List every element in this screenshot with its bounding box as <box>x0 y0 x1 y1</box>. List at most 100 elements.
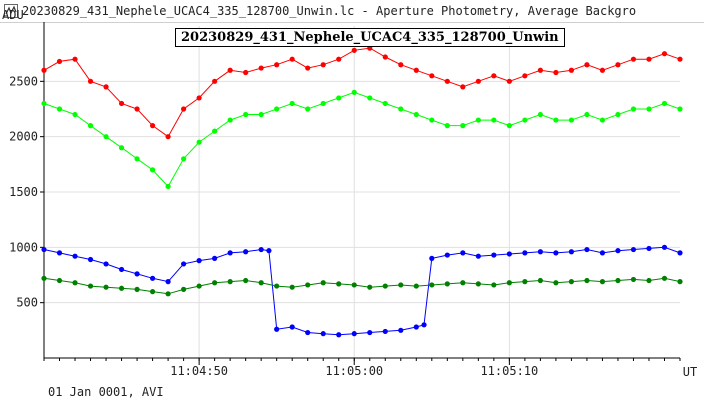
data-point <box>491 73 497 79</box>
y-tick-label: 2000 <box>9 130 38 144</box>
data-point <box>630 276 637 283</box>
data-point <box>506 123 512 129</box>
data-point <box>568 117 575 123</box>
data-point <box>553 69 559 76</box>
data-point <box>165 134 171 140</box>
data-point <box>56 250 63 256</box>
data-point <box>398 106 404 112</box>
data-point <box>336 56 342 62</box>
data-point <box>87 256 94 263</box>
data-point <box>243 111 249 118</box>
data-point <box>537 67 543 73</box>
data-point <box>149 275 156 281</box>
data-point <box>212 255 218 261</box>
data-point <box>266 248 272 254</box>
data-point <box>165 279 171 285</box>
data-point <box>506 251 512 257</box>
data-point <box>336 95 342 101</box>
data-point <box>56 58 63 65</box>
series-line <box>43 47 681 138</box>
data-point <box>181 261 187 267</box>
data-point <box>258 65 264 71</box>
data-point <box>118 145 125 151</box>
y-tick-label: 500 <box>16 296 38 310</box>
data-point <box>274 326 280 332</box>
data-point <box>212 128 218 134</box>
data-point <box>351 47 357 53</box>
data-point <box>444 123 450 129</box>
data-point <box>118 285 125 291</box>
data-point <box>491 117 497 123</box>
data-point <box>506 78 512 84</box>
data-point <box>305 65 311 71</box>
y-tick-label: 2500 <box>9 74 38 88</box>
data-point <box>599 117 606 123</box>
data-point <box>41 67 47 73</box>
data-point <box>149 289 156 295</box>
data-point <box>165 183 171 190</box>
data-point <box>413 324 419 330</box>
data-point <box>196 95 202 101</box>
data-point <box>460 123 466 129</box>
data-point <box>646 245 652 252</box>
data-point <box>429 255 435 261</box>
data-point <box>429 73 435 79</box>
data-point <box>134 286 140 292</box>
data-point <box>351 331 357 337</box>
data-point <box>413 111 419 118</box>
data-point <box>227 67 233 73</box>
data-point <box>134 156 140 162</box>
data-point <box>41 246 47 253</box>
data-point <box>522 73 528 79</box>
data-point <box>460 280 466 286</box>
data-point <box>584 111 590 118</box>
data-point <box>181 156 187 162</box>
data-point <box>320 331 326 337</box>
series-line <box>43 91 681 188</box>
data-point <box>568 249 575 255</box>
footer-info: 01 Jan 0001, AVI <box>48 385 164 399</box>
data-point <box>320 100 326 107</box>
data-point <box>475 78 481 84</box>
y-axis-label: ADU <box>2 8 24 22</box>
data-point <box>305 106 311 112</box>
data-point <box>103 84 109 90</box>
data-point <box>118 100 125 107</box>
data-point <box>553 117 559 123</box>
data-point <box>646 106 652 112</box>
data-point <box>568 279 575 285</box>
y-tick-label: 1500 <box>9 185 38 199</box>
data-point <box>522 250 528 256</box>
data-point <box>41 275 47 281</box>
data-point <box>537 249 543 255</box>
data-point <box>72 253 78 259</box>
data-point <box>305 282 311 288</box>
data-point <box>444 78 450 84</box>
data-point <box>661 100 668 107</box>
data-point <box>584 62 590 68</box>
data-point <box>615 62 621 68</box>
data-point <box>41 100 47 107</box>
data-point <box>429 117 435 123</box>
data-point <box>460 250 466 256</box>
data-point <box>475 117 481 123</box>
data-point <box>646 56 652 62</box>
data-point <box>615 111 621 118</box>
data-point <box>212 280 218 286</box>
data-point <box>630 106 637 112</box>
data-point <box>460 84 466 90</box>
data-point <box>661 275 668 281</box>
data-point <box>522 279 528 285</box>
data-point <box>382 283 388 289</box>
data-point <box>196 139 202 145</box>
data-point <box>351 282 357 288</box>
data-point <box>367 95 373 101</box>
chart-title: 20230829_431_Nephele_UCAC4_335_128700_Un… <box>175 28 565 47</box>
data-point <box>677 106 683 112</box>
data-point <box>421 322 427 328</box>
data-point <box>382 54 388 60</box>
data-point <box>243 69 249 76</box>
data-point <box>289 284 295 290</box>
data-point <box>506 280 512 286</box>
